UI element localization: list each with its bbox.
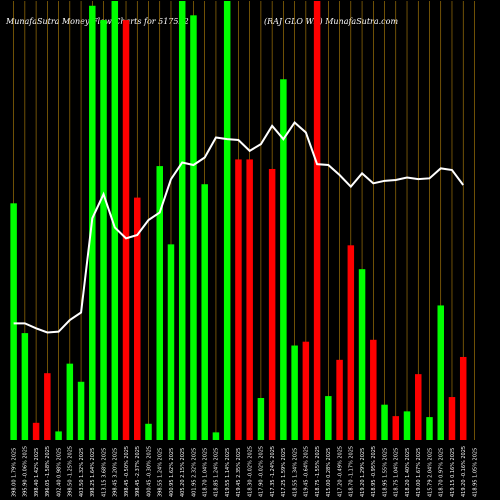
x-tick-label: 417.35 -1.24% 2025	[270, 446, 276, 497]
x-tick-label: 398.45 3.20% 2025	[113, 448, 119, 497]
volume-bar	[145, 423, 152, 440]
volume-bar	[212, 432, 220, 440]
x-tick-label: 395.90 -0.06% 2025	[23, 446, 29, 497]
volume-bar	[77, 381, 85, 440]
volume-bar	[426, 417, 433, 440]
volume-bar	[156, 166, 163, 440]
volume-bar	[336, 359, 343, 440]
volume-bar	[122, 20, 130, 441]
volume-bar	[167, 244, 175, 440]
x-tick-label: 398.25 1.64% 2025	[90, 448, 96, 497]
price-line	[13, 120, 465, 334]
x-tick-label: 403.50 1.32% 2025	[79, 448, 85, 497]
volume-bar	[392, 416, 400, 440]
x-tick-label: 418.95 -0.95% 2025	[371, 446, 377, 497]
x-tick-label: 419.20 1.29% 2025	[360, 448, 366, 497]
volume-bar	[55, 431, 62, 440]
x-tick-label: 418.95 1.55% 2025	[382, 448, 388, 497]
x-tick-label: 419.45 -0.64% 2025	[304, 446, 310, 497]
x-tick-label: 401.95 2.32% 2025	[191, 448, 197, 497]
x-tick-label: 413.15 3.68% 2025	[101, 448, 107, 497]
x-tick-label: 402.40 0.98% 2025	[56, 448, 62, 497]
volume-bar	[459, 356, 467, 440]
volume-bar	[178, 1, 186, 440]
x-tick-label: 415.79 2.04% 2025	[427, 448, 433, 497]
x-tick-label: 418.75 1.04% 2025	[394, 448, 400, 497]
chart-subtitle: (RAJ GLO WE) MunafaSutra.com	[264, 17, 399, 26]
volume-bar	[235, 159, 242, 441]
x-tick-label: 400.95 1.62% 2025	[169, 448, 175, 497]
volume-bar	[358, 269, 366, 440]
volume-bar	[32, 422, 40, 440]
volume-bar	[415, 374, 422, 440]
x-tick-label: 418.20 1.40% 2025	[405, 448, 411, 497]
x-tick-label: 418.70 1.04% 2025	[203, 448, 209, 497]
x-tick-label: 398.45 -2.37% 2025	[135, 446, 141, 497]
x-tick-label: 417.25 1.59% 2025	[281, 448, 287, 497]
x-tick-label: 398.40 1.42% 2025	[34, 448, 40, 497]
volume-bar	[403, 411, 411, 440]
x-tick-label: 418.70 0.97% 2025	[439, 448, 445, 497]
grid-lines	[13, 1, 475, 440]
x-tick-label: 419.55 1.14% 2025	[225, 448, 231, 497]
x-tick-label: 398.45 -0.50% 2025	[124, 446, 130, 497]
x-tick-label: 398.00 1.79% 2025	[11, 448, 17, 497]
volume-bar	[370, 339, 377, 440]
x-tick-label: 418.70 -1.17% 2025	[349, 446, 355, 497]
x-tick-label: 398.55 1.24% 2025	[158, 448, 164, 497]
volume-bar	[201, 184, 208, 440]
volume-bar	[302, 341, 310, 440]
volume-bar	[44, 373, 51, 440]
x-tick-label: 419.15 0.16% 2025	[450, 448, 456, 497]
volume-bar	[246, 159, 253, 441]
volume-bar	[437, 305, 444, 440]
chart-title: MunafaSutra Money Flow Charts for 517522	[6, 17, 189, 26]
x-tick-label: 418.30 -0.02% 2025	[247, 446, 253, 497]
volume-bar	[268, 168, 276, 440]
volume-bar	[223, 1, 231, 440]
volume-bar	[100, 20, 107, 441]
volume-bar	[347, 245, 355, 440]
x-tick-label: 418.85 1.24% 2025	[214, 448, 220, 497]
volume-bar	[10, 203, 17, 440]
x-tick-label: 418.75 -1.55% 2025	[315, 446, 321, 497]
volume-bar	[291, 345, 298, 440]
x-tick-label: 415.00 0.28% 2025	[326, 448, 332, 497]
x-tick-label: 400.45 -0.30% 2025	[146, 446, 152, 497]
volume-bar	[325, 396, 332, 440]
x-tick-label: 405.20 2.15% 2025	[180, 448, 186, 497]
x-tick-label: 417.20 -0.49% 2025	[337, 446, 343, 497]
volume-bar	[257, 398, 265, 440]
volume-bar	[111, 1, 119, 440]
x-tick-label: 398.50 -1.25% 2025	[68, 446, 74, 497]
x-tick-label: 419.20 -0.16% 2025	[461, 446, 467, 497]
x-tick-label: 396.05 -1.58% 2025	[45, 446, 51, 497]
volume-bar	[134, 197, 141, 440]
x-tick-label: 418.55 1.34% 2025	[292, 448, 298, 497]
volume-bar	[66, 363, 74, 440]
volume-bar	[448, 397, 456, 440]
x-axis-labels: 398.00 1.79% 2025 395.90 -0.06% 2025 398.4…	[11, 446, 478, 497]
x-tick-label: 419.45 2.35% 2025	[236, 448, 242, 497]
volume-bar	[280, 79, 287, 440]
x-tick-label: 417.90 -0.02% 2025	[259, 446, 265, 497]
volume-bar	[313, 1, 321, 440]
volume-bar	[381, 404, 388, 440]
x-tick-label: 419.00 1.67% 2025	[416, 448, 422, 497]
x-tick-label: 418.95 1.05% 2025	[472, 448, 478, 497]
volume-bar	[190, 15, 197, 440]
volume-bar	[21, 333, 29, 440]
